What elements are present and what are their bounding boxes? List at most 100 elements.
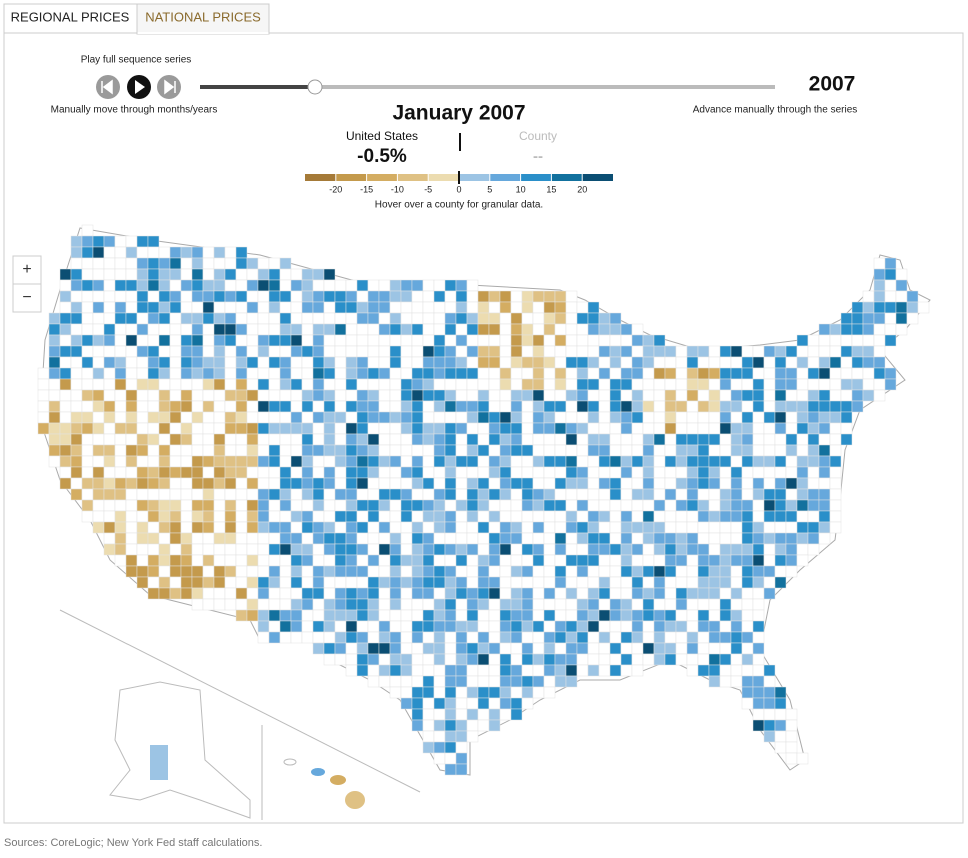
county	[301, 532, 314, 545]
county	[389, 510, 402, 523]
county	[774, 510, 787, 523]
county	[609, 576, 622, 589]
county	[818, 444, 831, 457]
county	[807, 477, 820, 490]
county	[488, 433, 501, 446]
county	[554, 411, 567, 424]
county	[598, 444, 611, 457]
county	[455, 686, 468, 699]
county	[114, 444, 127, 457]
county	[400, 389, 413, 402]
county	[576, 356, 589, 369]
county	[543, 598, 556, 611]
county	[257, 389, 270, 402]
zoom-in-label[interactable]: +	[22, 261, 31, 278]
county	[565, 576, 578, 589]
county	[488, 532, 501, 545]
county	[543, 631, 556, 644]
inset-divider	[59, 609, 421, 793]
county	[147, 323, 160, 336]
county	[466, 367, 479, 380]
county	[290, 290, 303, 303]
county	[312, 532, 325, 545]
county	[587, 620, 600, 633]
county	[400, 565, 413, 578]
county	[224, 257, 237, 270]
county	[246, 323, 259, 336]
county	[301, 466, 314, 479]
zoom-out[interactable]	[12, 283, 42, 313]
county	[312, 576, 325, 589]
zoom-out-label[interactable]: −	[22, 289, 31, 306]
county	[653, 631, 666, 644]
county	[785, 444, 798, 457]
county	[675, 378, 688, 391]
county	[257, 279, 270, 292]
county	[180, 356, 193, 369]
county	[807, 389, 820, 402]
county	[257, 433, 270, 446]
county	[664, 499, 677, 512]
county	[741, 576, 754, 589]
county	[554, 576, 567, 589]
county	[224, 268, 237, 281]
county	[697, 510, 710, 523]
county	[587, 653, 600, 666]
county	[763, 719, 776, 732]
county	[554, 422, 567, 435]
county	[169, 378, 182, 391]
county	[147, 312, 160, 325]
tab-active[interactable]	[136, 3, 270, 35]
county	[279, 433, 292, 446]
county	[202, 455, 215, 468]
county	[532, 466, 545, 479]
county	[224, 587, 237, 600]
county	[147, 565, 160, 578]
zoom-in[interactable]	[12, 255, 42, 285]
county	[565, 301, 578, 314]
county	[356, 532, 369, 545]
county	[268, 279, 281, 292]
county	[422, 609, 435, 622]
county	[158, 433, 171, 446]
county	[642, 356, 655, 369]
county	[191, 554, 204, 567]
county	[81, 290, 94, 303]
county	[191, 587, 204, 600]
county	[400, 400, 413, 413]
county	[851, 400, 864, 413]
county	[114, 510, 127, 523]
county	[675, 642, 688, 655]
county	[532, 521, 545, 534]
county	[642, 576, 655, 589]
county	[884, 378, 897, 391]
county	[444, 576, 457, 589]
hawaii	[283, 758, 297, 766]
county	[400, 477, 413, 490]
county	[411, 499, 424, 512]
county	[125, 411, 138, 424]
slider-knob[interactable]	[307, 79, 323, 95]
county	[554, 488, 567, 501]
tab-label[interactable]: NATIONAL PRICES	[145, 9, 261, 24]
county	[48, 334, 61, 347]
county	[323, 334, 336, 347]
tab-label[interactable]: REGIONAL PRICES	[11, 9, 130, 24]
county	[895, 323, 908, 336]
tab[interactable]	[3, 3, 138, 34]
county	[576, 488, 589, 501]
county	[92, 433, 105, 446]
county	[125, 367, 138, 380]
county	[719, 543, 732, 556]
county	[719, 631, 732, 644]
county	[730, 521, 743, 534]
county	[719, 378, 732, 391]
county	[323, 389, 336, 402]
county	[565, 543, 578, 556]
county	[499, 444, 512, 457]
county	[477, 521, 490, 534]
county	[345, 323, 358, 336]
county	[631, 334, 644, 347]
county	[257, 301, 270, 314]
county	[554, 433, 567, 446]
